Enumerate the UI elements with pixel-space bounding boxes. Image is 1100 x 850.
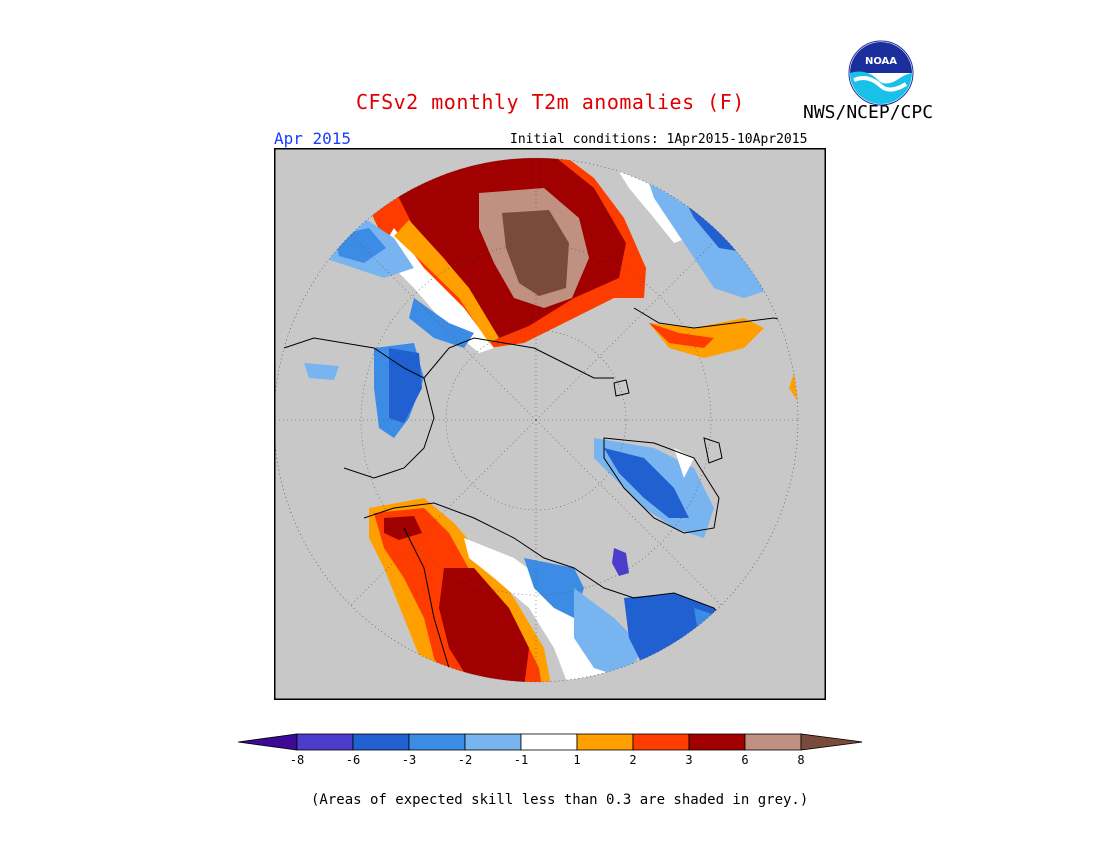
colorbar-swatch <box>408 733 466 751</box>
colorbar-swatch <box>520 733 578 751</box>
graticule <box>274 158 798 682</box>
colorbar-tick-label: 6 <box>741 753 748 767</box>
anomaly-fields <box>304 158 798 682</box>
colorbar-tick-label: -8 <box>290 753 304 767</box>
colorbar-tick-label: -6 <box>346 753 360 767</box>
colorbar-swatch <box>632 733 690 751</box>
colorbar-swatch <box>576 733 634 751</box>
colorbar-arrow-high <box>800 733 862 751</box>
colorbar-swatch <box>464 733 522 751</box>
noaa-logo: NOAA <box>848 40 914 106</box>
chart-title: CFSv2 monthly T2m anomalies (F) <box>356 90 745 114</box>
forecast-month: Apr 2015 <box>274 129 352 148</box>
colorbar-tick-label: 1 <box>573 753 580 767</box>
noaa-logo-text: NOAA <box>865 56 897 67</box>
colorbar-tick-label: 2 <box>629 753 636 767</box>
polar-anomaly-map <box>274 148 826 700</box>
colorbar-tick-label: 3 <box>685 753 692 767</box>
colorbar-swatch <box>352 733 410 751</box>
colorbar-tick-label: -3 <box>402 753 416 767</box>
colorbar-swatch <box>744 733 802 751</box>
colorbar-tick-label: -2 <box>458 753 472 767</box>
initial-conditions: Initial conditions: 1Apr2015-10Apr2015 <box>510 132 808 147</box>
colorbar-swatch <box>296 733 354 751</box>
colorbar-arrow-low <box>238 733 298 751</box>
colorbar-swatch <box>688 733 746 751</box>
agency-label: NWS/NCEP/CPC <box>803 102 934 123</box>
color-scale-legend: -8 -6 -3 -2 -1 1 2 3 6 8 <box>238 733 862 767</box>
colorbar-tick-label: -1 <box>514 753 528 767</box>
map-frame <box>274 148 826 700</box>
colorbar-tick-label: 8 <box>797 753 804 767</box>
skill-footnote: (Areas of expected skill less than 0.3 a… <box>311 792 809 808</box>
